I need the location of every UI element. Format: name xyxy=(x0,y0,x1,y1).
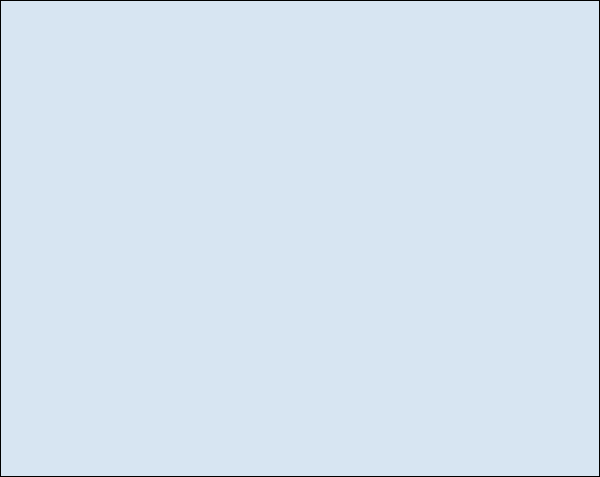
weather-map-svg xyxy=(1,1,600,477)
weather-map xyxy=(0,0,600,477)
